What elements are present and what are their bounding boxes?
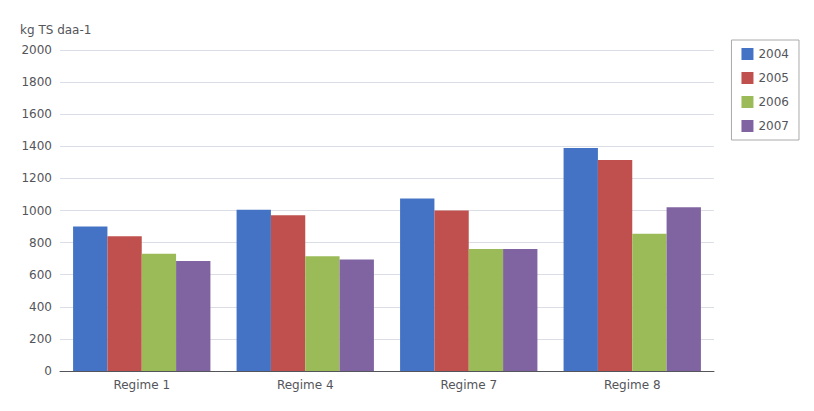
svg-text:2006: 2006 <box>758 95 789 109</box>
svg-text:200: 200 <box>29 332 52 346</box>
svg-text:1200: 1200 <box>21 171 52 185</box>
svg-text:2005: 2005 <box>758 71 789 85</box>
svg-text:Regime 1: Regime 1 <box>113 378 170 392</box>
svg-text:2000: 2000 <box>21 43 52 57</box>
svg-text:2004: 2004 <box>758 47 789 61</box>
svg-text:1600: 1600 <box>21 107 52 121</box>
svg-text:Regime 8: Regime 8 <box>604 378 661 392</box>
svg-text:Regime 4: Regime 4 <box>277 378 334 392</box>
svg-text:800: 800 <box>29 236 52 250</box>
svg-text:0: 0 <box>44 364 52 378</box>
svg-text:kg TS daa-1: kg TS daa-1 <box>20 23 91 37</box>
svg-text:1400: 1400 <box>21 139 52 153</box>
svg-text:400: 400 <box>29 300 52 314</box>
svg-text:1000: 1000 <box>21 204 52 218</box>
svg-text:600: 600 <box>29 268 52 282</box>
svg-text:Regime 7: Regime 7 <box>440 378 497 392</box>
svg-text:2007: 2007 <box>758 119 789 133</box>
svg-text:1800: 1800 <box>21 75 52 89</box>
